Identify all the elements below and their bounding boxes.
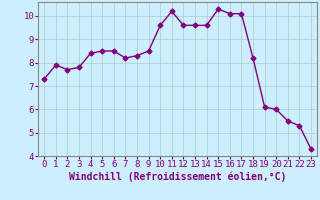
X-axis label: Windchill (Refroidissement éolien,°C): Windchill (Refroidissement éolien,°C) xyxy=(69,172,286,182)
